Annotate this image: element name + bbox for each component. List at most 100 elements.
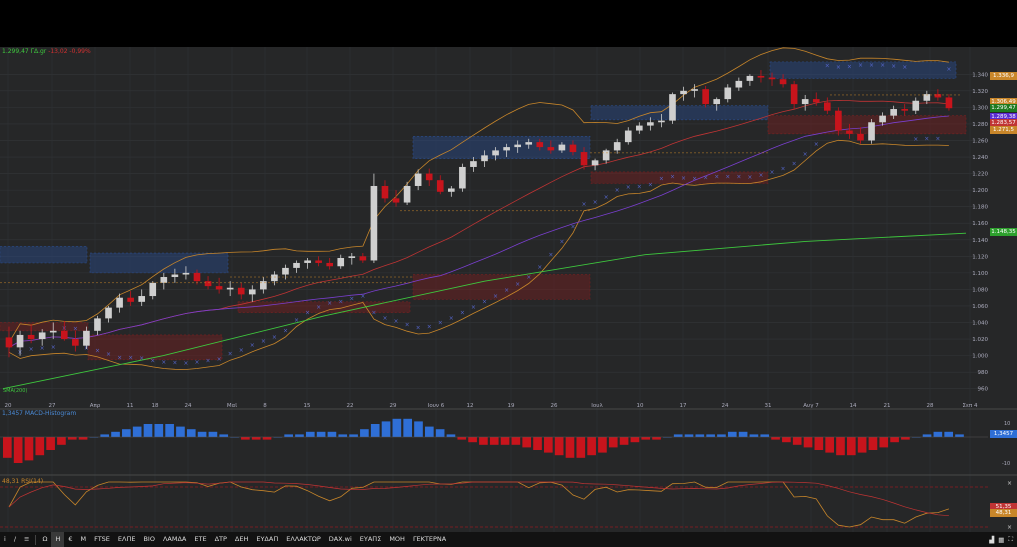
x-tick-label: 22 [347, 403, 354, 409]
sar-dot: × [239, 347, 244, 354]
macd-bar [403, 418, 413, 437]
sar-dot: × [913, 136, 918, 143]
macd-bar [727, 431, 737, 437]
y-tick-label: 1.340 [972, 72, 988, 78]
period-omega-button[interactable]: Ω [42, 535, 48, 543]
macd-bar [511, 437, 521, 445]
symbol-ete[interactable]: ΕΤΕ [194, 535, 207, 543]
candle-body [624, 130, 632, 143]
macd-bar [13, 437, 23, 463]
price-chart[interactable]: 1.340 1.320 1.300 1.280 1.260 1.240 1.220 1.200… [0, 47, 1017, 532]
sar-dot: × [139, 355, 144, 362]
symbol-bio[interactable]: ΒΙΟ [143, 535, 155, 543]
symbol-moh[interactable]: ΜΟΗ [389, 535, 405, 543]
y-tick-label: 1.260 [972, 138, 988, 144]
fullscreen-icon[interactable]: ⛶ [1008, 535, 1013, 543]
pane-close-icon: × [1007, 480, 1012, 487]
candle-body [547, 147, 555, 151]
x-tick-label: 29 [390, 403, 397, 409]
sar-dot: × [338, 299, 343, 306]
y-tick-label: 1.200 [972, 188, 988, 194]
macd-label: 1,3457 MACD-Histogram [2, 410, 77, 417]
symbol-eyaps[interactable]: ΕΥΑΠΣ [359, 535, 382, 543]
sar-dot: × [250, 342, 255, 349]
candle-body [348, 256, 356, 258]
y-tick-label: 1.160 [972, 221, 988, 227]
sar-dot: × [515, 281, 520, 288]
candle-body [790, 84, 798, 105]
macd-bar [143, 424, 153, 437]
symbol-ftse[interactable]: FTSE [94, 535, 110, 543]
sar-dot: × [360, 293, 365, 300]
macd-bar [944, 431, 954, 437]
symbol-dax[interactable]: DAX.wi [328, 535, 352, 543]
symbol-dtr[interactable]: ΔΤΡ [214, 535, 227, 543]
macd-bar [684, 434, 694, 437]
candle-body [514, 144, 521, 148]
candle-body [94, 318, 101, 331]
candle-body [204, 281, 212, 287]
tag-macd: 1,3457 [990, 430, 1017, 438]
candle-body [680, 90, 687, 95]
candle-body [724, 87, 732, 100]
sar-dot: × [847, 64, 852, 71]
macd-bar [446, 434, 456, 437]
macd-bar [695, 434, 705, 437]
candle-body [359, 256, 367, 261]
candle-body [735, 80, 743, 88]
candle-body [16, 334, 24, 348]
macd-bar [3, 437, 12, 458]
macd-bar [392, 418, 402, 437]
sma-label: SMA(200) [3, 388, 28, 394]
draw-line-icon[interactable]: / [13, 535, 17, 543]
sar-dot: × [504, 287, 509, 294]
pane-close-icon: × [1007, 524, 1012, 531]
candle-body [215, 286, 223, 290]
macd-bar [544, 437, 553, 453]
macd-bar [24, 437, 34, 461]
macd-bar [533, 437, 542, 450]
macd-bar [814, 437, 824, 450]
symbol-gekterna[interactable]: ΓΕΚΤΕΡΝΑ [412, 535, 447, 543]
candle-body [271, 274, 278, 282]
sar-dot: × [194, 359, 199, 366]
sar-dot: × [659, 175, 664, 182]
x-tick-label: Σεπ 4 [962, 403, 978, 409]
zone-box [767, 115, 967, 135]
symbol-elpe[interactable]: ΕΛΠΕ [117, 535, 136, 543]
macd-bar [424, 426, 434, 437]
period-h-button[interactable]: Η [51, 532, 65, 547]
symbol-lamda[interactable]: ΛΑΜΔΑ [162, 535, 187, 543]
sar-dot: × [394, 318, 399, 325]
bollinger-upper-line [8, 47, 949, 343]
x-tick-label: 11 [127, 403, 134, 409]
indicators-icon[interactable]: ≡ [24, 535, 30, 543]
sar-dot: × [548, 251, 553, 258]
sar-dot: × [681, 175, 686, 182]
candle-body [635, 125, 643, 131]
y-tick-label: 1.300 [972, 105, 988, 111]
candle-body [503, 147, 510, 151]
bottom-toolbar: i / ≡ Ω Η € Μ FTSE ΕΛΠΕ ΒΙΟ ΛΑΜΔΑ ΕΤΕ ΔΤ… [0, 532, 1017, 547]
layout-icon[interactable]: ▦ [998, 535, 1005, 544]
symbol-dei[interactable]: ΔΕΗ [234, 535, 249, 543]
candle-body [901, 109, 909, 111]
zone-box [590, 105, 769, 121]
macd-bar [868, 437, 878, 450]
chart-type-icon[interactable]: ▟ [989, 535, 995, 544]
period-m-button[interactable]: Μ [80, 535, 87, 543]
symbol-ellaktor[interactable]: ΕΛΛΑΚΤΩΡ [286, 535, 321, 543]
macd-bar [749, 434, 759, 437]
macd-bar [717, 434, 726, 437]
macd-bar [165, 424, 174, 437]
currency-button[interactable]: € [68, 535, 73, 543]
info-icon[interactable]: i [4, 535, 6, 543]
macd-bar [468, 437, 477, 443]
x-tick-label: 31 [765, 403, 772, 409]
macd-bar [890, 437, 899, 443]
macd-bar [760, 434, 770, 437]
sar-dot: × [217, 356, 222, 363]
x-tick-label: 15 [304, 403, 311, 409]
symbol-eydap[interactable]: ΕΥΔΑΠ [256, 535, 279, 543]
macd-bar [338, 434, 348, 437]
